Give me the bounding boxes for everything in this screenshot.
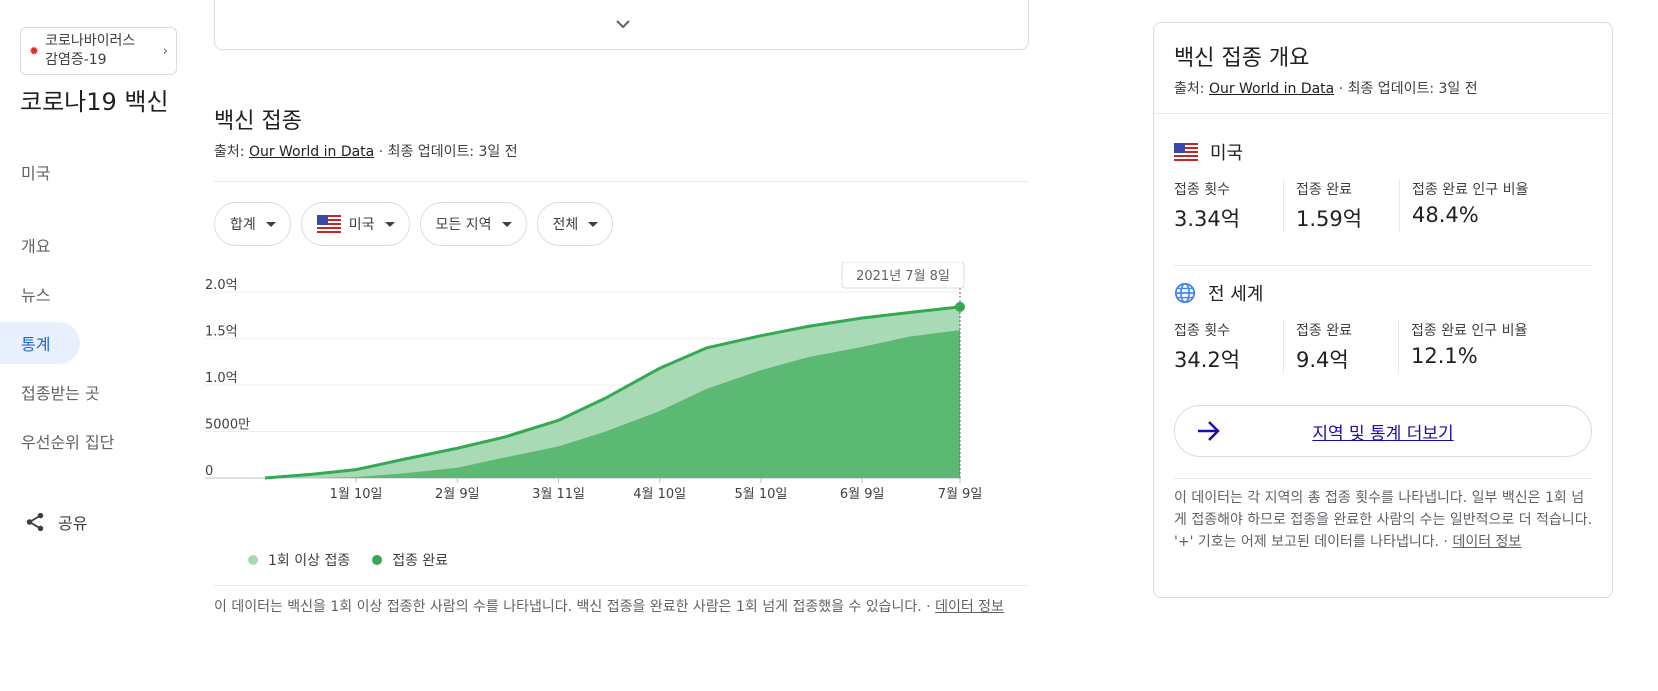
region-label: 미국: [21, 164, 51, 183]
area-complete: [265, 330, 960, 478]
divider: [1174, 265, 1592, 266]
us-stat-percent: 접종 완료 인구 비율 48.4%: [1412, 182, 1529, 227]
x-tick-label: 7월 9일: [938, 487, 983, 502]
filter-total[interactable]: 합계: [214, 202, 291, 246]
share-button[interactable]: 공유: [24, 510, 87, 534]
us-stat-complete: 접종 완료 1.59억: [1296, 179, 1400, 233]
nav-item-priority-groups[interactable]: 우선순위 집단: [21, 433, 115, 452]
card-footnote: 이 데이터는 각 지역의 총 접종 횟수를 나타냅니다. 일부 백신은 1회 넘…: [1174, 490, 1593, 550]
us-stat-doses: 접종 횟수 3.34억: [1174, 179, 1284, 233]
divider: [1174, 478, 1592, 479]
x-tick-label: 6월 9일: [840, 487, 885, 502]
filter-bar: 합계 미국 모든 지역 전체: [214, 202, 614, 246]
y-tick-label: 0: [205, 464, 213, 479]
x-tick-label: 2월 9일: [435, 487, 480, 502]
filter-period[interactable]: 전체: [536, 202, 614, 246]
divider: [214, 585, 1029, 586]
share-label: 공유: [58, 514, 88, 533]
legend-item-complete: 접종 완료: [372, 550, 448, 570]
x-tick-label: 4월 10일: [633, 487, 686, 502]
line-first-dose: [264, 305, 961, 480]
legend-label-complete: 접종 완료: [392, 553, 449, 569]
legend-dot-complete: [372, 555, 383, 565]
world-name: 전 세계: [1208, 284, 1264, 305]
chevron-right-icon: ›: [162, 43, 168, 59]
nav-item-locations[interactable]: 접종받는 곳: [21, 384, 100, 403]
source-link[interactable]: Our World in Data: [248, 144, 375, 160]
more-stats-button[interactable]: 지역 및 통계 더보기: [1174, 405, 1592, 457]
hover-point: [955, 301, 965, 312]
legend-label-first-dose: 1회 이상 접종: [268, 553, 351, 569]
world-stat-doses: 접종 횟수 34.2억: [1174, 320, 1284, 374]
arrow-right-icon: [1198, 421, 1220, 441]
filter-country-label: 미국: [348, 217, 375, 233]
y-tick-label: 1.5억: [205, 325, 238, 340]
legend-item-first-dose: 1회 이상 접종: [248, 550, 350, 570]
data-info-link[interactable]: 데이터 정보: [1452, 534, 1522, 550]
divider: [1154, 113, 1612, 114]
caret-down-icon: [384, 221, 395, 227]
vaccination-chart[interactable]: 0 5000만 1.0억 1.5억 2.0억 1월 10일 2월 9일 3월 11일 4월 10…: [205, 262, 1045, 542]
section-title: 백신 접종: [214, 109, 302, 134]
x-tick-label: 1월 10일: [330, 487, 383, 502]
caret-down-icon: [588, 221, 599, 227]
topic-chip-label: 코로나바이러스 감염증-19: [45, 33, 136, 68]
us-name: 미국: [1210, 143, 1244, 164]
us-stats-block: 미국 접종 횟수 3.34억 접종 완료 1.59억 접종 완료 인구 비율 48.4…: [1174, 139, 1594, 233]
section-source: 출처: Our World in Data · 최종 업데이트: 3일 전: [214, 144, 518, 160]
world-stats-block: 전 세계 접종 횟수 34.2억 접종 완료 9.4억 접종 완료 인구 비율 12.…: [1174, 280, 1594, 374]
divider: [214, 181, 1029, 182]
filter-region[interactable]: 모든 지역: [419, 202, 527, 246]
y-tick-label: 1.0억: [205, 371, 238, 386]
us-flag-icon: [316, 215, 341, 233]
virus-icon: ✹: [29, 44, 40, 58]
filter-total-label: 합계: [230, 217, 256, 233]
more-stats-label: 지역 및 통계 더보기: [1312, 423, 1454, 444]
filter-country[interactable]: 미국: [300, 202, 410, 246]
us-flag-icon: [1174, 143, 1198, 161]
chevron-down-icon[interactable]: [615, 19, 631, 29]
topic-chip[interactable]: ✹ 코로나바이러스 감염증-19 ›: [20, 27, 177, 75]
source-link[interactable]: Our World in Data: [1208, 81, 1335, 97]
nav-item-stats[interactable]: 통계: [0, 322, 80, 364]
world-stat-complete: 접종 완료 9.4억: [1296, 320, 1399, 374]
chart-legend: 1회 이상 접종 접종 완료: [248, 550, 470, 570]
nav-item-news[interactable]: 뉴스: [21, 286, 51, 305]
tooltip-box: [841, 262, 965, 289]
filter-region-label: 모든 지역: [435, 217, 492, 233]
caret-down-icon: [501, 221, 512, 227]
x-tick-label: 3월 11일: [532, 487, 585, 502]
side-nav: 개요 뉴스 통계 접종받는 곳 우선순위 집단: [0, 224, 180, 469]
filter-period-label: 전체: [552, 217, 579, 233]
chart-footnote: 이 데이터는 백신을 1회 이상 접종한 사람의 수를 나타냅니다. 백신 접종…: [214, 599, 1004, 615]
world-stat-percent: 접종 완료 인구 비율 12.1%: [1411, 323, 1528, 368]
collapsed-card: [214, 0, 1029, 50]
page-title: 코로나19 백신: [20, 88, 169, 116]
globe-icon: [1174, 282, 1196, 304]
y-tick-label: 5000만: [205, 418, 250, 433]
tooltip-date: 2021년 7월 8일: [856, 269, 950, 284]
y-tick-label: 2.0억: [205, 278, 238, 293]
nav-item-overview[interactable]: 개요: [21, 237, 51, 256]
legend-dot-first-dose: [248, 555, 258, 565]
caret-down-icon: [265, 221, 276, 227]
x-tick-label: 5월 10일: [735, 487, 788, 502]
vaccination-overview-card: 백신 접종 개요 출처: Our World in Data · 최종 업데이트…: [1153, 22, 1613, 598]
card-title: 백신 접종 개요: [1174, 46, 1310, 71]
share-icon: [26, 512, 44, 532]
card-source: 출처: Our World in Data · 최종 업데이트: 3일 전: [1174, 81, 1478, 97]
data-info-link[interactable]: 데이터 정보: [935, 599, 1004, 615]
